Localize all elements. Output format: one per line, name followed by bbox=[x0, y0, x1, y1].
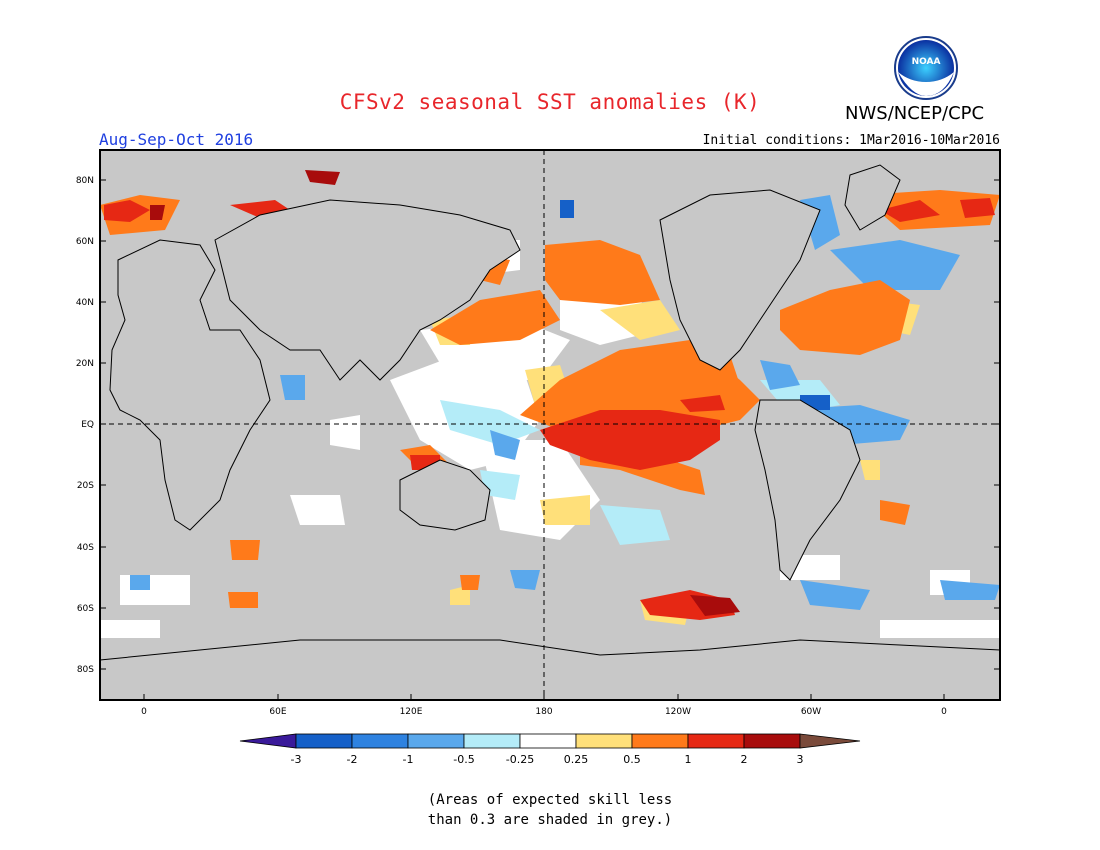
colorbar-bin-6 bbox=[575, 733, 633, 749]
colorbar-bin-4 bbox=[463, 733, 521, 749]
organization-label: NWS/NCEP/CPC bbox=[845, 103, 985, 124]
south-america-outline bbox=[754, 399, 861, 581]
lon-label-120w: 120W bbox=[665, 707, 691, 717]
lat-label-40n: 40N bbox=[76, 298, 94, 308]
colorbar-bin-9 bbox=[743, 733, 801, 749]
colorbar-labels: -3 -2 -1 -0.5 -0.25 0.25 0.5 1 2 3 bbox=[291, 753, 804, 766]
colorbar-bin-3 bbox=[407, 733, 465, 749]
colorbar-bin-1 bbox=[295, 733, 353, 749]
lat-label-eq: EQ bbox=[81, 420, 94, 430]
lon-label-60w: 60W bbox=[801, 707, 821, 717]
antarctica-outline bbox=[100, 639, 1000, 700]
colorbar-label: 0.5 bbox=[623, 753, 641, 766]
anomaly-red bbox=[104, 198, 995, 620]
colorbar-high-arrow bbox=[799, 733, 861, 749]
africa-europe-outline bbox=[109, 239, 271, 531]
colorbar-bin-5 bbox=[519, 733, 577, 749]
lat-label-40s: 40S bbox=[77, 543, 94, 553]
colorbar-bin-8 bbox=[687, 733, 745, 749]
lon-label-120e: 120E bbox=[400, 707, 423, 717]
lon-label-0: 0 bbox=[141, 707, 147, 717]
colorbar bbox=[239, 733, 861, 749]
skill-note-line-1: (Areas of expected skill less bbox=[427, 792, 673, 808]
lat-label-20s: 20S bbox=[77, 481, 94, 491]
noaa-logo: NOAA bbox=[894, 36, 958, 100]
anomaly-orange bbox=[100, 190, 1000, 608]
lat-label-80n: 80N bbox=[76, 176, 94, 186]
north-america-outline bbox=[659, 189, 821, 371]
lon-label-60e: 60E bbox=[269, 707, 286, 717]
australia-outline bbox=[399, 459, 491, 531]
colorbar-label: -1 bbox=[403, 753, 414, 766]
lat-label-60n: 60N bbox=[76, 237, 94, 247]
skill-note-line-2: than 0.3 are shaded in grey.) bbox=[427, 812, 673, 828]
colorbar-label: -2 bbox=[347, 753, 358, 766]
lon-label-0-east: 0 bbox=[941, 707, 947, 717]
asia-outline bbox=[214, 199, 521, 381]
map-content bbox=[100, 150, 1000, 700]
colorbar-label: -0.5 bbox=[453, 753, 474, 766]
colorbar-label: 2 bbox=[741, 753, 748, 766]
lon-labels: 0 60E 120E 180 120W 60W 0 bbox=[141, 707, 947, 717]
forecast-period: Aug-Sep-Oct 2016 bbox=[99, 130, 254, 149]
colorbar-low-arrow bbox=[239, 733, 297, 749]
lat-label-80s: 80S bbox=[77, 665, 94, 675]
colorbar-label: 1 bbox=[685, 753, 692, 766]
initial-conditions: Initial conditions: 1Mar2016-10Mar2016 bbox=[702, 133, 1000, 148]
lon-ticks bbox=[143, 694, 945, 700]
colorbar-bin-2 bbox=[351, 733, 409, 749]
colorbar-label: -3 bbox=[291, 753, 302, 766]
lat-ticks bbox=[100, 179, 1000, 670]
lat-label-20n: 20N bbox=[76, 359, 94, 369]
chart-title: CFSv2 seasonal SST anomalies (K) bbox=[339, 90, 761, 114]
colorbar-label: 0.25 bbox=[564, 753, 589, 766]
anomaly-dark-red bbox=[150, 170, 740, 616]
continent-outlines bbox=[100, 164, 1000, 700]
lat-labels: 80N 60N 40N 20N EQ 20S 40S 60S 80S bbox=[76, 176, 94, 675]
colorbar-label: 3 bbox=[797, 753, 804, 766]
map-frame bbox=[99, 149, 1001, 701]
greenland-outline bbox=[844, 164, 901, 231]
lon-label-180: 180 bbox=[535, 707, 552, 717]
logo-text: NOAA bbox=[912, 57, 941, 67]
anomaly-mid-blue bbox=[130, 195, 1000, 610]
colorbar-label: -0.25 bbox=[506, 753, 534, 766]
colorbar-bin-7 bbox=[631, 733, 689, 749]
lat-label-60s: 60S bbox=[77, 604, 94, 614]
